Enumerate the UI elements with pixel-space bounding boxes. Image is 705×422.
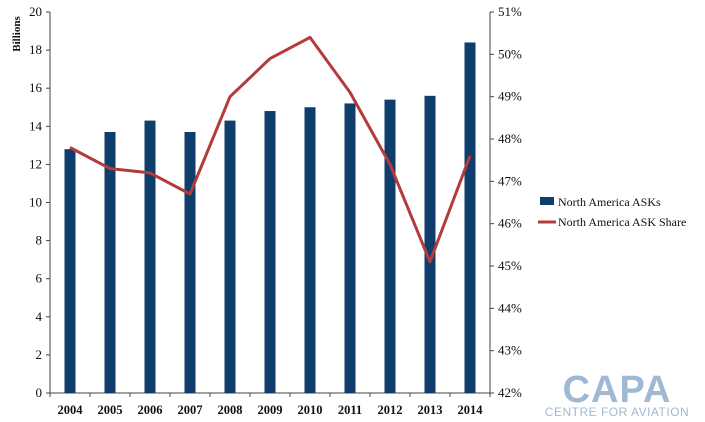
logo-tagline: CENTRE FOR AVIATION — [545, 405, 689, 419]
logo-wordmark: CAPA — [563, 369, 672, 411]
x-tick-label: 2012 — [378, 403, 403, 417]
y2-tick-label: 48% — [498, 131, 522, 146]
y-axis-title: Billions — [11, 16, 23, 52]
x-tick-label: 2014 — [458, 403, 484, 417]
y2-tick-label: 49% — [498, 89, 522, 104]
bar — [344, 103, 356, 393]
y2-tick-label: 50% — [498, 46, 522, 61]
bar — [64, 149, 76, 393]
x-tick-label: 2009 — [258, 403, 283, 417]
x-tick-label: 2005 — [98, 403, 123, 417]
y-tick-label: 12 — [29, 156, 42, 171]
x-tick-label: 2007 — [178, 403, 203, 417]
y2-tick-label: 42% — [498, 385, 522, 400]
y-tick-label: 4 — [36, 309, 43, 324]
legend: North America ASKs North America ASK Sha… — [538, 195, 686, 229]
legend-label-share: North America ASK Share — [558, 215, 686, 229]
bar — [264, 111, 276, 393]
bar — [104, 132, 116, 393]
y-tick-label: 14 — [29, 118, 43, 133]
x-tick-label: 2008 — [218, 403, 243, 417]
y2-tick-label: 45% — [498, 258, 522, 273]
y-tick-label: 0 — [36, 385, 43, 400]
bar — [304, 107, 316, 393]
y2-tick-label: 43% — [498, 343, 522, 358]
y2-tick-label: 44% — [498, 300, 522, 315]
x-tick-label: 2010 — [298, 403, 323, 417]
bar — [144, 120, 156, 394]
x-tick-label: 2011 — [338, 403, 362, 417]
bar — [384, 99, 396, 393]
y2-tick-label: 46% — [498, 216, 522, 231]
y-tick-label: 20 — [29, 4, 42, 19]
bar — [424, 95, 436, 393]
y2-tick-label: 51% — [498, 4, 522, 19]
x-tick-label: 2006 — [138, 403, 163, 417]
y-tick-label: 16 — [29, 80, 43, 95]
legend-label-asks: North America ASKs — [558, 195, 661, 209]
y-tick-label: 6 — [36, 271, 43, 286]
x-tick-label: 2013 — [418, 403, 443, 417]
bar — [184, 132, 196, 393]
bar — [224, 120, 236, 394]
plot-area: 0 2 4 6 8 10 12 14 16 18 20 42% 43% 44% 45% 46% 47% 48% 49… — [29, 4, 522, 417]
share-line — [69, 35, 472, 264]
y2-tick-label: 47% — [498, 173, 522, 188]
legend-swatch-asks — [540, 197, 554, 205]
capa-logo: CAPA CENTRE FOR AVIATION — [545, 369, 689, 419]
bar — [464, 42, 476, 393]
y-tick-label: 10 — [29, 195, 42, 210]
y-tick-label: 18 — [29, 42, 42, 57]
x-tick-label: 2004 — [58, 403, 84, 417]
y-tick-label: 2 — [36, 347, 43, 362]
y-tick-label: 8 — [36, 233, 43, 248]
